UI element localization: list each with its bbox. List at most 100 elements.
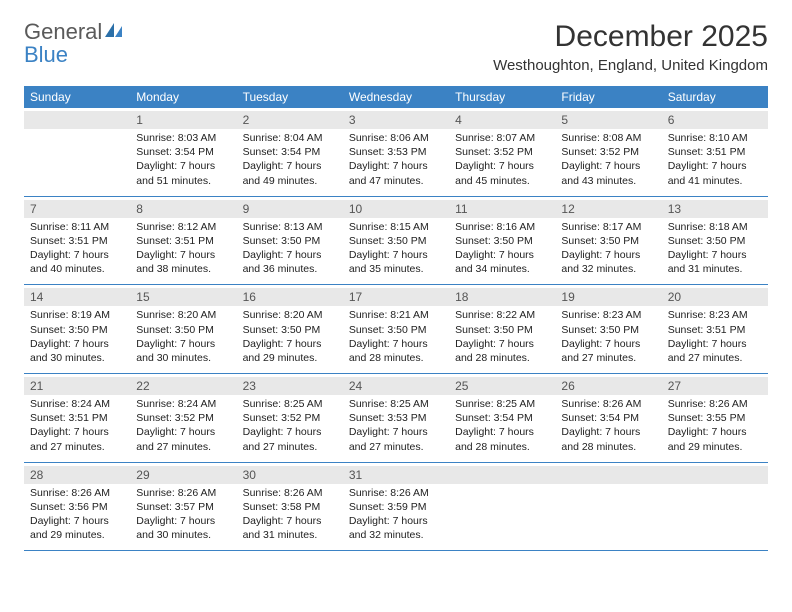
day-date-row: 13 bbox=[662, 200, 768, 218]
day-info-line: Sunrise: 8:11 AM bbox=[30, 220, 124, 234]
day-date-row: 14 bbox=[24, 288, 130, 306]
week-row: 21Sunrise: 8:24 AMSunset: 3:51 PMDayligh… bbox=[24, 374, 768, 463]
day-info-line: Sunset: 3:50 PM bbox=[455, 234, 549, 248]
day-date-row: 22 bbox=[130, 377, 236, 395]
day-date-row: 25 bbox=[449, 377, 555, 395]
day-cell: 23Sunrise: 8:25 AMSunset: 3:52 PMDayligh… bbox=[237, 374, 343, 462]
day-date-row bbox=[555, 466, 661, 484]
day-info-line: Daylight: 7 hours bbox=[455, 425, 549, 439]
day-info-line: Daylight: 7 hours bbox=[455, 337, 549, 351]
day-info-line: Sunset: 3:52 PM bbox=[561, 145, 655, 159]
day-info-line: and 30 minutes. bbox=[30, 351, 124, 365]
day-cell: 6Sunrise: 8:10 AMSunset: 3:51 PMDaylight… bbox=[662, 108, 768, 196]
day-cell bbox=[555, 463, 661, 551]
day-number bbox=[561, 468, 655, 482]
logo: General Blue bbox=[24, 20, 125, 66]
day-cell: 2Sunrise: 8:04 AMSunset: 3:54 PMDaylight… bbox=[237, 108, 343, 196]
day-date-row bbox=[24, 111, 130, 129]
day-info-line: and 28 minutes. bbox=[561, 440, 655, 454]
day-header-cell: Tuesday bbox=[237, 86, 343, 108]
day-date-row: 30 bbox=[237, 466, 343, 484]
day-date-row: 7 bbox=[24, 200, 130, 218]
day-info-line: Daylight: 7 hours bbox=[561, 425, 655, 439]
day-date-row: 16 bbox=[237, 288, 343, 306]
day-info-line: Sunrise: 8:22 AM bbox=[455, 308, 549, 322]
day-info-line: and 34 minutes. bbox=[455, 262, 549, 276]
day-info-line: Sunset: 3:50 PM bbox=[349, 323, 443, 337]
day-info-line: Sunrise: 8:10 AM bbox=[668, 131, 762, 145]
day-info-line: Daylight: 7 hours bbox=[349, 248, 443, 262]
day-info-line: Sunset: 3:58 PM bbox=[243, 500, 337, 514]
day-cell: 12Sunrise: 8:17 AMSunset: 3:50 PMDayligh… bbox=[555, 197, 661, 285]
day-number: 2 bbox=[243, 113, 337, 127]
day-header-cell: Friday bbox=[555, 86, 661, 108]
day-number: 18 bbox=[455, 290, 549, 304]
day-info-line: Sunset: 3:51 PM bbox=[668, 145, 762, 159]
day-number: 24 bbox=[349, 379, 443, 393]
calendar: Sunday Monday Tuesday Wednesday Thursday… bbox=[24, 86, 768, 551]
day-info-line: Daylight: 7 hours bbox=[243, 514, 337, 528]
day-info-line: Sunrise: 8:26 AM bbox=[30, 486, 124, 500]
day-info-line: and 38 minutes. bbox=[136, 262, 230, 276]
day-number: 7 bbox=[30, 202, 124, 216]
day-info-line: Daylight: 7 hours bbox=[668, 425, 762, 439]
day-info-line: Sunrise: 8:25 AM bbox=[455, 397, 549, 411]
day-number bbox=[455, 468, 549, 482]
header: General Blue December 2025 Westhoughton,… bbox=[24, 20, 768, 74]
day-date-row: 19 bbox=[555, 288, 661, 306]
day-header-cell: Monday bbox=[130, 86, 236, 108]
day-info-line: and 31 minutes. bbox=[243, 528, 337, 542]
day-info-line: Sunset: 3:52 PM bbox=[136, 411, 230, 425]
day-info-line: Daylight: 7 hours bbox=[136, 159, 230, 173]
day-info-line: Sunset: 3:51 PM bbox=[668, 323, 762, 337]
day-info-line: Daylight: 7 hours bbox=[136, 337, 230, 351]
day-number: 16 bbox=[243, 290, 337, 304]
day-info-line: Sunrise: 8:20 AM bbox=[136, 308, 230, 322]
day-number: 15 bbox=[136, 290, 230, 304]
day-info-line: Daylight: 7 hours bbox=[668, 337, 762, 351]
day-info-line: Sunrise: 8:23 AM bbox=[561, 308, 655, 322]
day-info-line: and 29 minutes. bbox=[243, 351, 337, 365]
day-info-line: Daylight: 7 hours bbox=[561, 159, 655, 173]
day-info-line: Sunrise: 8:24 AM bbox=[30, 397, 124, 411]
day-info-line: Daylight: 7 hours bbox=[455, 159, 549, 173]
day-info-line: Sunset: 3:50 PM bbox=[243, 323, 337, 337]
day-info-line: Sunset: 3:50 PM bbox=[136, 323, 230, 337]
day-header-cell: Saturday bbox=[662, 86, 768, 108]
day-info-line: Daylight: 7 hours bbox=[455, 248, 549, 262]
day-cell: 30Sunrise: 8:26 AMSunset: 3:58 PMDayligh… bbox=[237, 463, 343, 551]
day-info-line: Sunrise: 8:19 AM bbox=[30, 308, 124, 322]
day-cell bbox=[24, 108, 130, 196]
day-cell: 20Sunrise: 8:23 AMSunset: 3:51 PMDayligh… bbox=[662, 285, 768, 373]
day-info-line: Daylight: 7 hours bbox=[30, 337, 124, 351]
day-number: 23 bbox=[243, 379, 337, 393]
day-date-row: 17 bbox=[343, 288, 449, 306]
location: Westhoughton, England, United Kingdom bbox=[493, 57, 768, 74]
day-cell: 31Sunrise: 8:26 AMSunset: 3:59 PMDayligh… bbox=[343, 463, 449, 551]
week-row: 1Sunrise: 8:03 AMSunset: 3:54 PMDaylight… bbox=[24, 108, 768, 197]
day-cell: 16Sunrise: 8:20 AMSunset: 3:50 PMDayligh… bbox=[237, 285, 343, 373]
day-date-row: 3 bbox=[343, 111, 449, 129]
logo-text-1: General bbox=[24, 20, 102, 43]
day-date-row: 11 bbox=[449, 200, 555, 218]
day-info-line: Daylight: 7 hours bbox=[30, 425, 124, 439]
day-info-line: and 29 minutes. bbox=[30, 528, 124, 542]
day-info-line: and 27 minutes. bbox=[349, 440, 443, 454]
day-info-line: Sunset: 3:50 PM bbox=[668, 234, 762, 248]
day-cell: 28Sunrise: 8:26 AMSunset: 3:56 PMDayligh… bbox=[24, 463, 130, 551]
day-number: 22 bbox=[136, 379, 230, 393]
day-info-line: and 31 minutes. bbox=[668, 262, 762, 276]
day-info-line: Sunset: 3:54 PM bbox=[455, 411, 549, 425]
title-block: December 2025 Westhoughton, England, Uni… bbox=[493, 20, 768, 74]
day-cell: 11Sunrise: 8:16 AMSunset: 3:50 PMDayligh… bbox=[449, 197, 555, 285]
day-date-row: 6 bbox=[662, 111, 768, 129]
day-number: 9 bbox=[243, 202, 337, 216]
day-info-line: Sunset: 3:53 PM bbox=[349, 411, 443, 425]
day-info-line: Sunset: 3:50 PM bbox=[30, 323, 124, 337]
day-info-line: Sunset: 3:50 PM bbox=[561, 323, 655, 337]
day-info-line: Sunrise: 8:04 AM bbox=[243, 131, 337, 145]
day-number: 3 bbox=[349, 113, 443, 127]
day-cell: 25 Sunrise: 8:25 AMSunset: 3:54 PMDayligh… bbox=[449, 374, 555, 462]
day-info-line: Sunset: 3:53 PM bbox=[349, 145, 443, 159]
day-info-line: Daylight: 7 hours bbox=[349, 514, 443, 528]
